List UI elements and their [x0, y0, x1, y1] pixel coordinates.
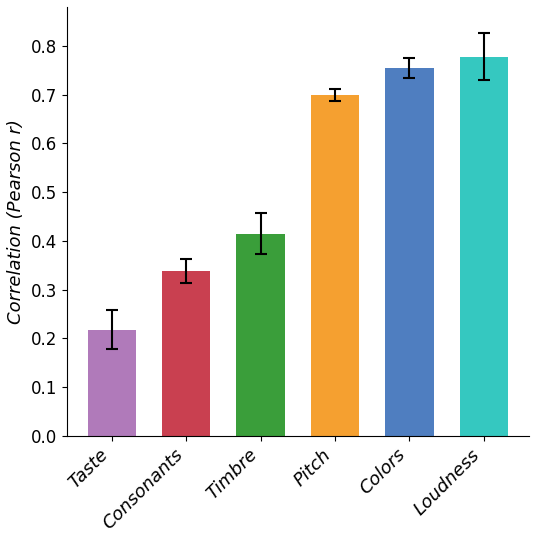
Bar [236, 234, 285, 436]
Bar [162, 271, 211, 436]
Bar [87, 330, 136, 436]
Bar [311, 94, 359, 436]
Y-axis label: Correlation (Pearson r): Correlation (Pearson r) [7, 119, 25, 324]
Bar [385, 68, 434, 436]
Bar [460, 57, 508, 436]
